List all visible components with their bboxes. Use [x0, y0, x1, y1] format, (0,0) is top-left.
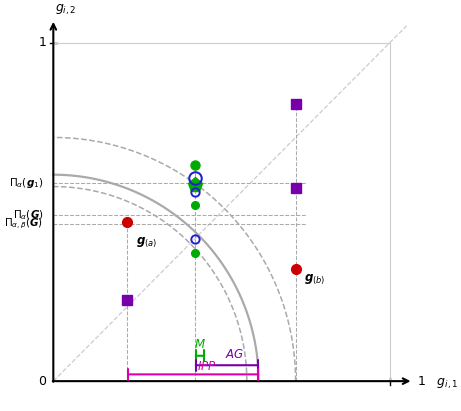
- Text: $\boldsymbol{g}_{(b)}$: $\boldsymbol{g}_{(b)}$: [304, 273, 325, 287]
- Text: 1: 1: [39, 36, 47, 49]
- Text: $\Pi_\alpha(\boldsymbol{G})$: $\Pi_\alpha(\boldsymbol{G})$: [12, 208, 43, 222]
- Text: $g_{i,2}$: $g_{i,2}$: [55, 3, 77, 17]
- Text: $\boldsymbol{g}_{(a)}$: $\boldsymbol{g}_{(a)}$: [136, 236, 157, 250]
- Text: $\Pi_\alpha(\boldsymbol{g}_1)$: $\Pi_\alpha(\boldsymbol{g}_1)$: [9, 176, 43, 190]
- Text: $IPP$: $IPP$: [197, 360, 216, 373]
- Text: $\Pi_{\alpha,\beta}(\boldsymbol{G})$: $\Pi_{\alpha,\beta}(\boldsymbol{G})$: [4, 217, 43, 231]
- Text: $AG$: $AG$: [225, 348, 245, 361]
- Text: 0: 0: [39, 375, 47, 388]
- Text: $M$: $M$: [194, 338, 206, 351]
- Text: 1   $g_{i,1}$: 1 $g_{i,1}$: [417, 375, 458, 391]
